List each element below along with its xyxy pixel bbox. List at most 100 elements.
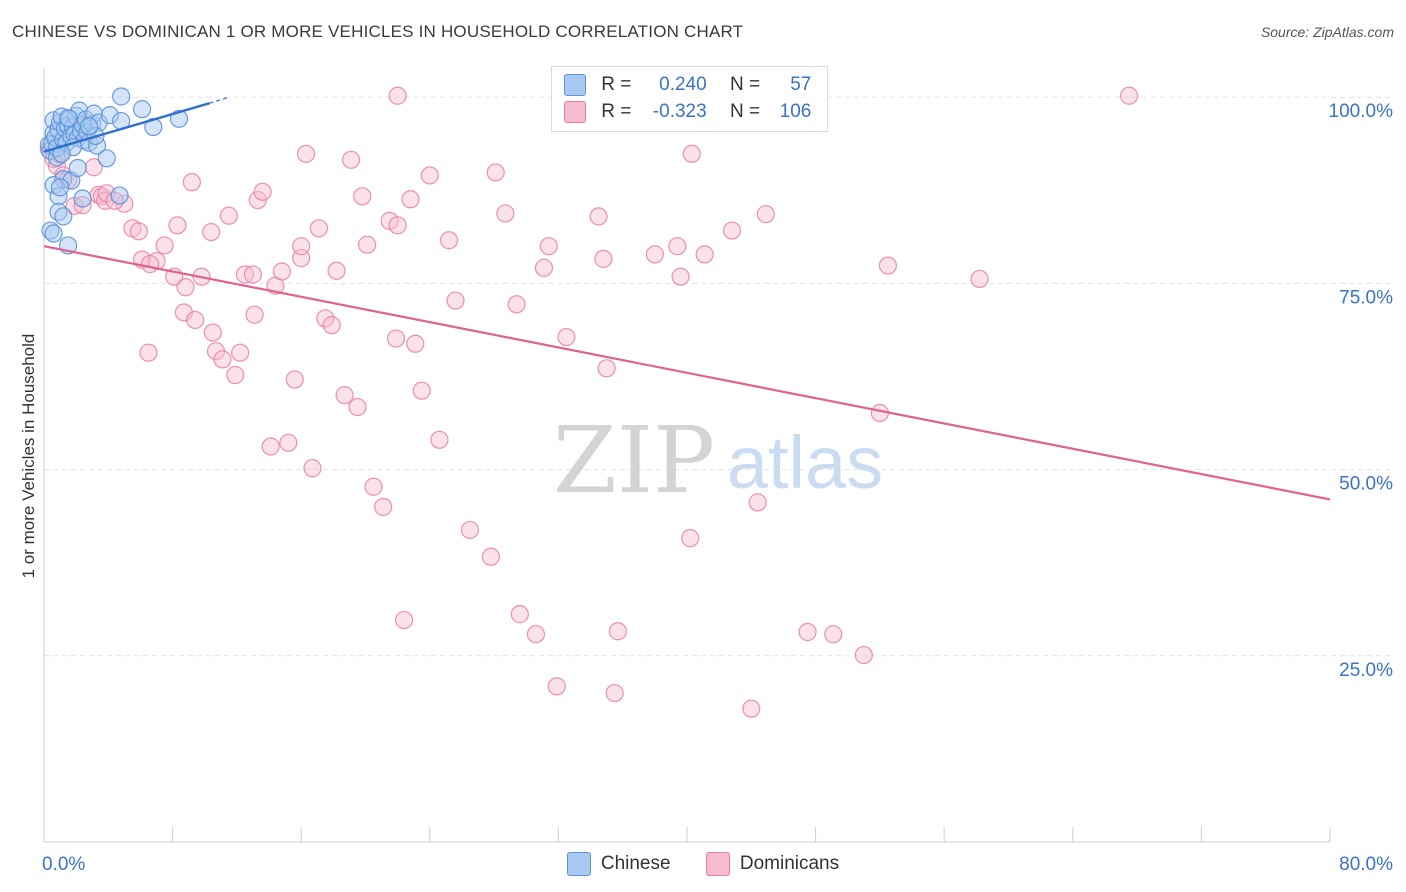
dominican-point [748,493,767,512]
legend-row-dominicans: R = -0.323 N = 106 [564,101,811,127]
dominican-point [539,237,558,256]
dominican-point [292,237,311,256]
dominican-point [534,258,554,277]
dominican-point [589,207,608,226]
dominican-point [231,343,250,362]
dominican-point [303,459,322,478]
dominican-legend-swatch [705,852,730,876]
dominican-point [439,231,459,250]
dominican-point [219,206,238,225]
dominican-point [309,219,328,238]
dominican-point [226,365,245,385]
dominican-point [186,310,205,330]
dominican-point [202,222,221,242]
dominican-point [155,236,174,255]
dominican-point [168,216,187,235]
dominican-point [681,529,700,548]
tick-labels: 100.0% 75.0% 50.0% 25.0% 0.0% 80.0% [42,101,1393,875]
y-tick-label: 75.0% [1339,287,1393,308]
dominican-point [608,622,627,641]
dominican-point [353,187,372,206]
chinese-point [59,108,78,128]
dominican-point [594,249,613,268]
dominican-point [1119,86,1139,105]
dominican-point [322,316,341,335]
dominican-point [446,291,465,310]
dominican-point [722,221,742,240]
dominican-point [510,605,529,624]
dominican-point [671,267,690,286]
dominican-point [507,295,526,314]
dominican-point [557,327,576,347]
dominican-point [176,278,195,297]
dominican-point [203,323,222,342]
legend-row-chinese: R = 0.240 N = 57 [564,74,811,100]
y-tick-label: 100.0% [1329,101,1394,122]
dominican-point [245,305,264,324]
chinese-r-value: 0.240 [659,74,707,95]
dominican-point [279,433,298,452]
dominican-point [358,235,377,254]
dominican-point [526,625,545,644]
chinese-point [68,158,87,178]
dominican-point [213,350,232,369]
dominican-point [364,477,383,496]
chinese-point [112,87,131,106]
watermark: ZIP atlas [553,407,883,514]
y-tick-label: 25.0% [1339,660,1393,681]
dominican-point [798,622,817,642]
legend-item-chinese: Chinese [566,852,671,876]
x-tick-label: 0.0% [42,854,85,875]
dominican-point [682,144,701,163]
chinese-trend-line [43,102,210,153]
dominican-point [406,334,425,353]
y-tick-label: 50.0% [1339,474,1393,495]
chinese-point [44,224,63,243]
dominican-point [394,610,414,630]
dominican-point [296,144,316,163]
legend-item-dominicans: Dominicans [705,852,840,876]
dominican-point [742,699,761,718]
chinese-points [39,87,189,255]
dominican-point [824,625,843,644]
chinese-point [132,100,152,119]
dominican-point [401,190,420,209]
y-axis-label: 1 or more Vehicles in Household [19,334,38,579]
axes [43,68,1331,843]
x-tick-label: 80.0% [1339,854,1393,875]
dominican-legend-label: Dominicans [739,853,840,874]
dominican-point [327,261,346,280]
dominican-point [970,269,989,289]
correlation-legend: R = 0.240 N = 57 R = -0.323 N = 106 [551,66,828,132]
dominican-point [285,370,304,389]
dominican-point [129,222,148,241]
dominican-n-value: 106 [779,101,812,122]
dominican-point [341,150,361,169]
dominican-point [139,343,158,362]
chinese-swatch [564,74,586,96]
trend-lines [43,96,1331,501]
dominican-point [348,397,367,417]
dominican-point [878,256,898,275]
dominican-n-label: N = [729,101,761,122]
dominican-point [481,547,500,566]
dominican-swatch [564,101,586,123]
chinese-point [110,186,129,205]
dominican-point [854,645,873,665]
dominican-point [335,386,354,405]
dominican-point [140,254,160,274]
dominican-point [496,204,515,223]
dominican-point [547,677,566,696]
dominican-point [420,166,439,185]
chart-title: CHINESE VS DOMINICAN 1 OR MORE VEHICLES … [12,22,744,41]
chinese-r-label: R = [601,74,632,95]
dominican-point [668,237,687,256]
dominican-point [386,329,406,348]
dominican-point [597,359,616,378]
dominican-point [695,245,714,264]
dominican-point [460,520,480,540]
chinese-trend-extension [209,96,230,104]
chinese-point [97,149,116,168]
chinese-legend-swatch [566,852,591,876]
dominican-point [261,437,280,456]
